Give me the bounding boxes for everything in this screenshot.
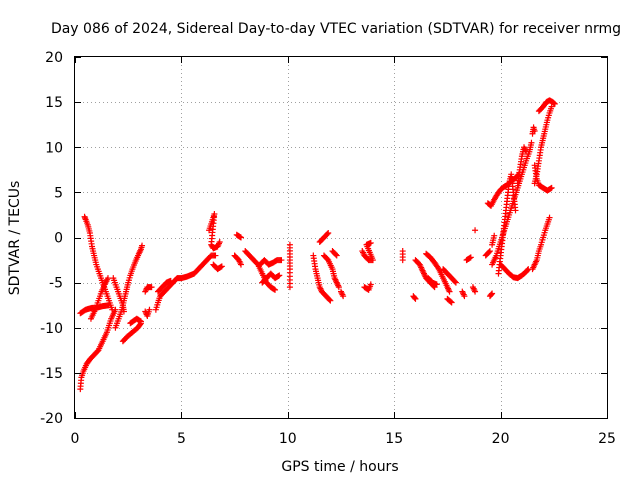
data-point: [467, 254, 474, 261]
data-point: [326, 296, 333, 303]
y-tick-label: 0: [54, 231, 63, 247]
y-tick-label: 15: [45, 95, 63, 111]
data-point: [472, 288, 479, 295]
data-point: [333, 252, 340, 259]
y-tick-label: 20: [45, 50, 63, 66]
data-point: [452, 279, 459, 286]
data-point: [335, 284, 342, 291]
x-tick-label: 20: [492, 431, 510, 447]
data-point: [137, 318, 144, 325]
data-point: [512, 207, 519, 214]
data-point: [531, 128, 538, 135]
x-tick-label: 15: [385, 431, 403, 447]
data-point: [447, 298, 454, 305]
data-point: [524, 266, 531, 273]
x-axis-label: GPS time / hours: [281, 459, 398, 475]
data-point: [104, 275, 111, 282]
x-tick-label: 25: [598, 431, 616, 447]
data-point: [486, 248, 493, 255]
data-point: [435, 264, 442, 271]
y-tick-label: -15: [40, 366, 63, 382]
data-point: [109, 306, 116, 313]
data-point: [327, 297, 334, 304]
y-tick-label: -5: [49, 276, 63, 292]
grid: [75, 57, 607, 418]
data-point: [216, 239, 223, 246]
x-tick-label: 0: [71, 431, 80, 447]
y-tick-label: 5: [54, 185, 63, 201]
data-point: [452, 278, 459, 285]
data-point: [272, 286, 279, 293]
data-point: [551, 100, 558, 107]
data-point: [367, 239, 374, 246]
y-tick-label: 10: [45, 140, 63, 156]
data-point: [146, 306, 153, 313]
data-point: [523, 148, 530, 155]
data-point: [488, 291, 495, 298]
data-point: [278, 257, 285, 264]
data-point: [548, 184, 555, 191]
data-points: [77, 97, 558, 393]
data-point: [491, 232, 498, 239]
data-point: [139, 242, 146, 249]
axis-ticks: 0 5 10 15 20 25 -20 -15 -10 -5 0 5 10 15 20: [40, 50, 616, 447]
data-point: [546, 214, 553, 221]
data-point: [461, 293, 468, 300]
data-point: [167, 277, 174, 284]
x-tick-label: 5: [177, 431, 186, 447]
data-point: [446, 288, 453, 295]
data-point: [399, 257, 406, 264]
y-tick-label: -10: [40, 321, 63, 337]
x-tick-label: 10: [279, 431, 297, 447]
data-point: [276, 272, 283, 279]
data-point: [367, 281, 374, 288]
data-point: [489, 290, 496, 297]
data-point: [528, 139, 535, 146]
data-point: [286, 284, 293, 291]
data-point: [218, 263, 225, 270]
data-point: [120, 308, 127, 315]
data-point: [212, 252, 219, 259]
y-axis-label: SDTVAR / TECUs: [7, 181, 23, 296]
data-point: [411, 294, 418, 301]
chart-title: Day 086 of 2024, Sidereal Day-to-day VTE…: [51, 21, 621, 37]
data-point: [551, 100, 558, 107]
data-point: [433, 281, 440, 288]
data-point: [472, 227, 479, 234]
data-point: [448, 299, 455, 306]
data-point: [332, 251, 339, 258]
data-point: [324, 230, 331, 237]
data-point: [148, 284, 155, 291]
data-point: [325, 229, 332, 236]
data-point: [412, 295, 419, 302]
data-point: [486, 248, 493, 255]
data-point: [237, 261, 244, 268]
y-tick-label: -20: [40, 411, 63, 427]
plot-frame: [74, 56, 608, 419]
data-point: [340, 293, 347, 300]
data-point: [237, 234, 244, 241]
